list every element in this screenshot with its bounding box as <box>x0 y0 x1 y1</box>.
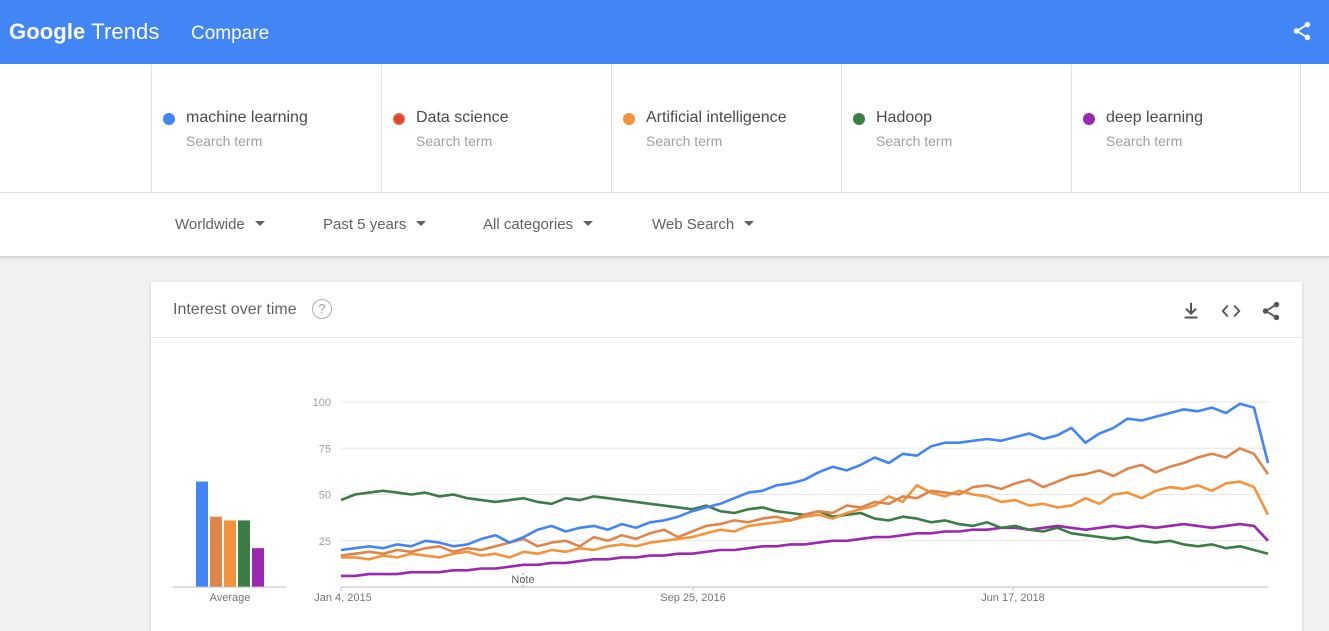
chart-area: 25 50 75 100 Jan 4, 2015 Sep 25, 2016 Jun 17, … <box>151 338 1302 631</box>
x-tick-label: Sep 25, 2016 <box>660 592 725 604</box>
y-tick-label: 100 <box>313 397 331 409</box>
card-title: Interest over time <box>173 301 297 318</box>
interest-over-time-chart[interactable]: 25 50 75 100 Jan 4, 2015 Sep 25, 2016 Jun 17, … <box>151 338 1302 631</box>
term-name: Artificial intelligence <box>646 109 787 126</box>
term-name: deep learning <box>1106 109 1203 126</box>
term-type: Search term <box>416 133 493 149</box>
share-icon[interactable] <box>1291 20 1313 42</box>
average-bar-data-science[interactable] <box>210 516 222 587</box>
chevron-down-icon <box>583 221 594 226</box>
term-name: machine learning <box>186 109 308 126</box>
term-name: Hadoop <box>876 109 933 126</box>
term-color-dot <box>393 113 405 125</box>
x-tick-label: Jan 4, 2015 <box>314 592 372 604</box>
average-bar-hadoop[interactable] <box>238 520 250 587</box>
comparison-terms-bar: machine learning Search term Data scienc… <box>0 64 1329 193</box>
term-type: Search term <box>646 133 723 149</box>
time-range-dropdown[interactable]: Past 5 years <box>323 216 427 233</box>
term-card-data-science[interactable]: Data science Search term <box>381 64 611 192</box>
term-card-hadoop[interactable]: Hadoop Search term <box>841 64 1071 192</box>
chart-gridlines <box>340 401 1268 591</box>
app-header: Google Trends Compare <box>0 0 1329 64</box>
term-name: Data science <box>416 109 509 126</box>
y-tick-label: 75 <box>319 443 331 455</box>
logo-trends-text: Trends <box>91 19 160 44</box>
y-tick-label: 50 <box>319 490 331 502</box>
term-card-artificial-intelligence[interactable]: Artificial intelligence Search term <box>611 64 841 192</box>
term-color-dot <box>1083 113 1095 125</box>
average-bar-deep-learning[interactable] <box>252 548 264 587</box>
y-tick-label: 25 <box>319 536 331 548</box>
search-property-value: Web Search <box>652 216 735 233</box>
help-icon[interactable]: ? <box>312 299 332 319</box>
series-line-data-science[interactable] <box>340 447 1270 557</box>
page-title: Compare <box>191 23 270 44</box>
download-icon[interactable] <box>1180 300 1202 322</box>
term-card-deep-learning[interactable]: deep learning Search term <box>1071 64 1301 192</box>
term-color-dot <box>163 113 175 125</box>
term-type: Search term <box>186 133 263 149</box>
chart-series <box>340 402 1270 578</box>
region-value: Worldwide <box>175 216 245 233</box>
note-annotation[interactable]: Note <box>511 574 534 586</box>
interest-over-time-card: Interest over time ? 25 50 75 100 Jan 4, 201… <box>151 282 1302 631</box>
term-color-dot <box>853 113 865 125</box>
card-header: Interest over time ? <box>151 282 1302 338</box>
term-type: Search term <box>1106 133 1183 149</box>
chevron-down-icon <box>416 221 427 226</box>
series-line-deep-learning[interactable] <box>341 522 1269 578</box>
average-bar-artificial-intelligence[interactable] <box>224 520 236 587</box>
share-icon[interactable] <box>1260 300 1282 322</box>
average-label: Average <box>210 592 251 604</box>
average-bar-machine-learning[interactable] <box>196 481 208 587</box>
region-dropdown[interactable]: Worldwide <box>175 216 265 233</box>
average-bars <box>173 481 286 588</box>
category-dropdown[interactable]: All categories <box>483 216 594 233</box>
search-property-dropdown[interactable]: Web Search <box>652 216 755 233</box>
chevron-down-icon <box>254 221 265 226</box>
embed-icon[interactable] <box>1220 300 1242 322</box>
x-tick-label: Jun 17, 2018 <box>981 592 1045 604</box>
filter-bar: Worldwide Past 5 years All categories We… <box>0 193 1329 257</box>
chart-labels: 25 50 75 100 Jan 4, 2015 Sep 25, 2016 Jun 17, … <box>210 397 1045 604</box>
term-color-dot <box>623 113 635 125</box>
chevron-down-icon <box>744 221 755 226</box>
term-card-machine-learning[interactable]: machine learning Search term <box>151 64 381 192</box>
series-line-machine-learning[interactable] <box>340 402 1270 552</box>
google-trends-logo[interactable]: Google Trends <box>9 19 159 45</box>
term-type: Search term <box>876 133 953 149</box>
time-range-value: Past 5 years <box>323 216 407 233</box>
category-value: All categories <box>483 216 574 233</box>
logo-google-text: Google <box>9 19 86 44</box>
series-line-artificial-intelligence[interactable] <box>341 480 1270 561</box>
